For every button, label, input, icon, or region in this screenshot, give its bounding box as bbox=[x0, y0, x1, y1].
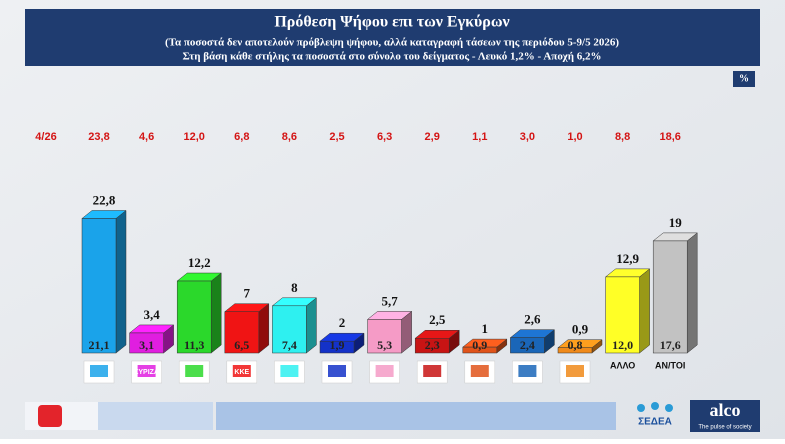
previous-value: 12,0 bbox=[183, 131, 204, 143]
bar bbox=[605, 276, 640, 354]
value-label: 2,5 bbox=[429, 312, 446, 327]
brand-box bbox=[690, 400, 760, 432]
subtitle: Στη βάση κάθε στήλης τα ποσοστά στο σύνο… bbox=[182, 51, 601, 63]
value-label: 7 bbox=[244, 286, 251, 301]
bar bbox=[319, 340, 355, 354]
party-logo-mark bbox=[470, 365, 489, 377]
inner-value-label: 17,6 bbox=[660, 338, 681, 352]
inner-value-label: 5,3 bbox=[377, 338, 392, 352]
previous-value: 1,1 bbox=[472, 131, 487, 143]
inner-value-label: 12,0 bbox=[612, 338, 633, 352]
inner-value-label: 2,3 bbox=[425, 338, 440, 352]
member-logo: ΣΕΔΕΑ bbox=[638, 417, 672, 428]
previous-value: 18,6 bbox=[659, 131, 680, 143]
bar-side bbox=[686, 232, 698, 354]
inner-value-label: 0,8 bbox=[568, 338, 583, 352]
bar-side bbox=[258, 303, 270, 354]
inner-value-label: 0,9 bbox=[472, 338, 487, 352]
inner-value-label: 1,9 bbox=[330, 338, 345, 352]
previous-value: 1,0 bbox=[567, 131, 582, 143]
value-label: 19 bbox=[669, 215, 683, 230]
bar-side bbox=[115, 209, 127, 354]
header bbox=[25, 9, 760, 66]
member-icon bbox=[665, 404, 673, 412]
category-label: ΑΝ/ΤΟΙ bbox=[655, 360, 685, 370]
chart-title: Πρόθεση Ψήφου επι των Εγκύρων bbox=[274, 14, 509, 31]
value-label: 2 bbox=[339, 315, 346, 330]
bar-side bbox=[639, 268, 650, 354]
previous-value: 6,8 bbox=[234, 131, 249, 143]
value-label: 5,7 bbox=[381, 293, 398, 308]
inner-value-label: 7,4 bbox=[282, 338, 297, 352]
bar bbox=[652, 240, 688, 354]
party-logo-mark bbox=[185, 365, 204, 377]
brand: alco bbox=[710, 400, 741, 420]
bar bbox=[272, 305, 307, 354]
bar bbox=[224, 311, 260, 354]
previous-value: 2,9 bbox=[425, 131, 440, 143]
inner-value-label: 2,4 bbox=[520, 338, 535, 352]
bar bbox=[510, 337, 545, 354]
party-logo-mark bbox=[375, 365, 394, 377]
unit: % bbox=[739, 73, 749, 84]
bar bbox=[462, 346, 498, 354]
party-logo-mark bbox=[232, 365, 251, 377]
value-label: 12,9 bbox=[616, 251, 639, 266]
previous-value: 6,3 bbox=[377, 131, 392, 143]
category-label: ΑΛΛΟ bbox=[610, 360, 635, 370]
previous-value: 3,0 bbox=[520, 131, 535, 143]
party-logo-mark bbox=[90, 365, 108, 377]
inner-value-label: 21,1 bbox=[89, 338, 110, 352]
footer-band bbox=[98, 402, 213, 430]
previous-value: 8,8 bbox=[615, 131, 630, 143]
bar bbox=[81, 218, 117, 354]
member-icon bbox=[637, 404, 645, 412]
bar bbox=[414, 338, 450, 354]
bar-side bbox=[210, 272, 222, 354]
bar bbox=[557, 347, 593, 354]
subtitle: (Τα ποσοστά δεν αποτελούν πρόβλεψη ψήφου… bbox=[165, 37, 619, 49]
party-logo-mark bbox=[566, 365, 584, 377]
inner-value-label: 11,3 bbox=[184, 338, 204, 352]
unit-box bbox=[733, 71, 755, 87]
bar bbox=[129, 332, 164, 354]
previous-value: 23,8 bbox=[88, 131, 109, 143]
tagline: The pulse of society bbox=[698, 425, 751, 431]
value-label: 12,2 bbox=[188, 255, 211, 270]
previous-value: 8,6 bbox=[282, 131, 297, 143]
bar bbox=[367, 319, 402, 354]
category-label: ΚΚΕ bbox=[234, 369, 249, 376]
member-icon bbox=[651, 402, 659, 410]
previous-label: 4/26 bbox=[35, 131, 56, 143]
footer-band bbox=[216, 402, 616, 430]
party-logo-mark bbox=[137, 365, 156, 377]
value-label: 22,8 bbox=[93, 192, 116, 207]
inner-value-label: 3,1 bbox=[139, 338, 154, 352]
value-label: 2,6 bbox=[524, 312, 541, 327]
value-label: 3,4 bbox=[143, 307, 160, 322]
inner-value-label: 6,5 bbox=[234, 338, 249, 352]
party-logo-mark bbox=[423, 365, 442, 377]
party-logo-mark bbox=[518, 365, 537, 377]
previous-value: 2,5 bbox=[329, 131, 344, 143]
value-label: 0,9 bbox=[572, 322, 589, 337]
party-logo-mark bbox=[280, 365, 299, 377]
previous-value: 4,6 bbox=[139, 131, 154, 143]
bar-side bbox=[306, 297, 317, 354]
value-label: 8 bbox=[291, 280, 298, 295]
bar bbox=[176, 280, 212, 354]
party-logo-mark bbox=[328, 365, 346, 377]
value-label: 1 bbox=[482, 321, 489, 336]
category-label: ΣΥΡΙΖΑ bbox=[134, 369, 159, 376]
channel-logo bbox=[38, 405, 62, 427]
